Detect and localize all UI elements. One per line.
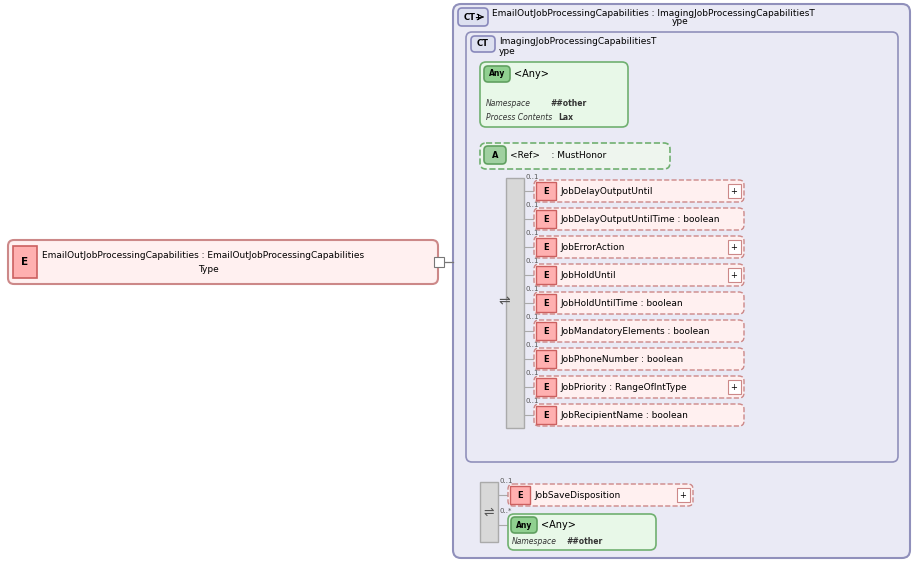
- Text: ##other: ##other: [566, 537, 602, 546]
- Text: Any: Any: [515, 520, 532, 529]
- Text: E: E: [543, 410, 548, 419]
- Text: E: E: [21, 257, 28, 267]
- Text: +: +: [730, 187, 738, 196]
- Bar: [536, 210, 556, 228]
- Text: Namespace: Namespace: [486, 99, 531, 108]
- Text: Type: Type: [197, 265, 218, 274]
- FancyBboxPatch shape: [466, 32, 898, 462]
- Text: 0..1: 0..1: [526, 202, 539, 208]
- FancyBboxPatch shape: [8, 240, 438, 284]
- Text: <Any>: <Any>: [514, 69, 549, 79]
- Bar: [728, 268, 741, 282]
- FancyBboxPatch shape: [534, 208, 744, 230]
- Text: +: +: [730, 270, 738, 279]
- Text: A: A: [492, 151, 498, 160]
- Text: <Any>: <Any>: [541, 520, 576, 530]
- Text: ImagingJobProcessingCapabilitiesT: ImagingJobProcessingCapabilitiesT: [499, 37, 656, 46]
- Text: JobPriority : RangeOfIntType: JobPriority : RangeOfIntType: [560, 383, 686, 392]
- Text: EmailOutJobProcessingCapabilities : ImagingJobProcessingCapabilitiesT: EmailOutJobProcessingCapabilities : Imag…: [492, 8, 814, 17]
- Text: JobHoldUntilTime : boolean: JobHoldUntilTime : boolean: [560, 298, 683, 307]
- Text: ##other: ##other: [550, 99, 586, 108]
- Text: JobRecipientName : boolean: JobRecipientName : boolean: [560, 410, 688, 419]
- FancyBboxPatch shape: [480, 143, 670, 169]
- Text: JobSaveDisposition: JobSaveDisposition: [534, 491, 621, 500]
- Text: +: +: [680, 491, 686, 500]
- Text: ⇌: ⇌: [498, 294, 510, 308]
- FancyBboxPatch shape: [508, 484, 693, 506]
- Text: E: E: [543, 327, 548, 336]
- Text: Process Contents: Process Contents: [486, 112, 552, 121]
- Text: E: E: [543, 242, 548, 252]
- FancyBboxPatch shape: [534, 404, 744, 426]
- Bar: [13, 246, 37, 278]
- Bar: [728, 240, 741, 254]
- FancyBboxPatch shape: [471, 36, 495, 52]
- Text: ype: ype: [672, 17, 689, 26]
- Text: ype: ype: [499, 47, 515, 56]
- FancyBboxPatch shape: [534, 376, 744, 398]
- Bar: [536, 406, 556, 424]
- Bar: [434, 257, 444, 267]
- Text: E: E: [543, 187, 548, 196]
- Text: JobDelayOutputUntil: JobDelayOutputUntil: [560, 187, 653, 196]
- Bar: [728, 380, 741, 394]
- Text: JobDelayOutputUntilTime : boolean: JobDelayOutputUntilTime : boolean: [560, 215, 719, 224]
- Text: 0..1: 0..1: [526, 258, 539, 264]
- Bar: [506, 178, 524, 428]
- Bar: [536, 238, 556, 256]
- Text: <Ref>    : MustHonor: <Ref> : MustHonor: [510, 152, 606, 161]
- Text: E: E: [543, 298, 548, 307]
- Bar: [536, 350, 556, 368]
- FancyBboxPatch shape: [484, 66, 510, 82]
- FancyBboxPatch shape: [534, 348, 744, 370]
- Text: +: +: [730, 242, 738, 252]
- Text: CT: CT: [477, 39, 489, 48]
- Text: CT+: CT+: [463, 12, 483, 21]
- FancyBboxPatch shape: [534, 236, 744, 258]
- Text: EmailOutJobProcessingCapabilities : EmailOutJobProcessingCapabilities: EmailOutJobProcessingCapabilities : Emai…: [42, 252, 364, 261]
- Text: 0..1: 0..1: [500, 478, 514, 484]
- Bar: [510, 486, 530, 504]
- Text: 0..1: 0..1: [526, 342, 539, 348]
- Text: 0..1: 0..1: [526, 370, 539, 376]
- Text: JobMandatoryElements : boolean: JobMandatoryElements : boolean: [560, 327, 709, 336]
- Text: 0..1: 0..1: [526, 398, 539, 404]
- Bar: [728, 184, 741, 198]
- Text: Any: Any: [489, 70, 505, 79]
- FancyBboxPatch shape: [534, 180, 744, 202]
- Text: Lax: Lax: [558, 112, 573, 121]
- FancyBboxPatch shape: [534, 320, 744, 342]
- FancyBboxPatch shape: [508, 514, 656, 550]
- FancyBboxPatch shape: [534, 292, 744, 314]
- FancyBboxPatch shape: [480, 62, 628, 127]
- Bar: [536, 182, 556, 200]
- Text: Namespace: Namespace: [512, 537, 557, 546]
- Text: 0..1: 0..1: [526, 230, 539, 236]
- Text: E: E: [543, 270, 548, 279]
- FancyBboxPatch shape: [458, 8, 488, 26]
- Text: +: +: [730, 383, 738, 392]
- FancyBboxPatch shape: [511, 517, 537, 533]
- Bar: [536, 322, 556, 340]
- Text: E: E: [543, 355, 548, 364]
- Text: 0..1: 0..1: [526, 286, 539, 292]
- Text: ⇌: ⇌: [484, 505, 494, 519]
- Text: 0..1: 0..1: [526, 174, 539, 180]
- Bar: [480, 482, 498, 542]
- Text: JobPhoneNumber : boolean: JobPhoneNumber : boolean: [560, 355, 683, 364]
- FancyBboxPatch shape: [453, 4, 910, 558]
- Text: E: E: [517, 491, 523, 500]
- Text: E: E: [543, 383, 548, 392]
- Text: JobHoldUntil: JobHoldUntil: [560, 270, 616, 279]
- Bar: [536, 266, 556, 284]
- Bar: [536, 378, 556, 396]
- Text: E: E: [543, 215, 548, 224]
- Text: 0..*: 0..*: [500, 508, 513, 514]
- Text: 0..1: 0..1: [526, 314, 539, 320]
- Bar: [677, 488, 690, 502]
- FancyBboxPatch shape: [534, 264, 744, 286]
- Bar: [536, 294, 556, 312]
- Text: JobErrorAction: JobErrorAction: [560, 242, 624, 252]
- FancyBboxPatch shape: [484, 146, 506, 164]
